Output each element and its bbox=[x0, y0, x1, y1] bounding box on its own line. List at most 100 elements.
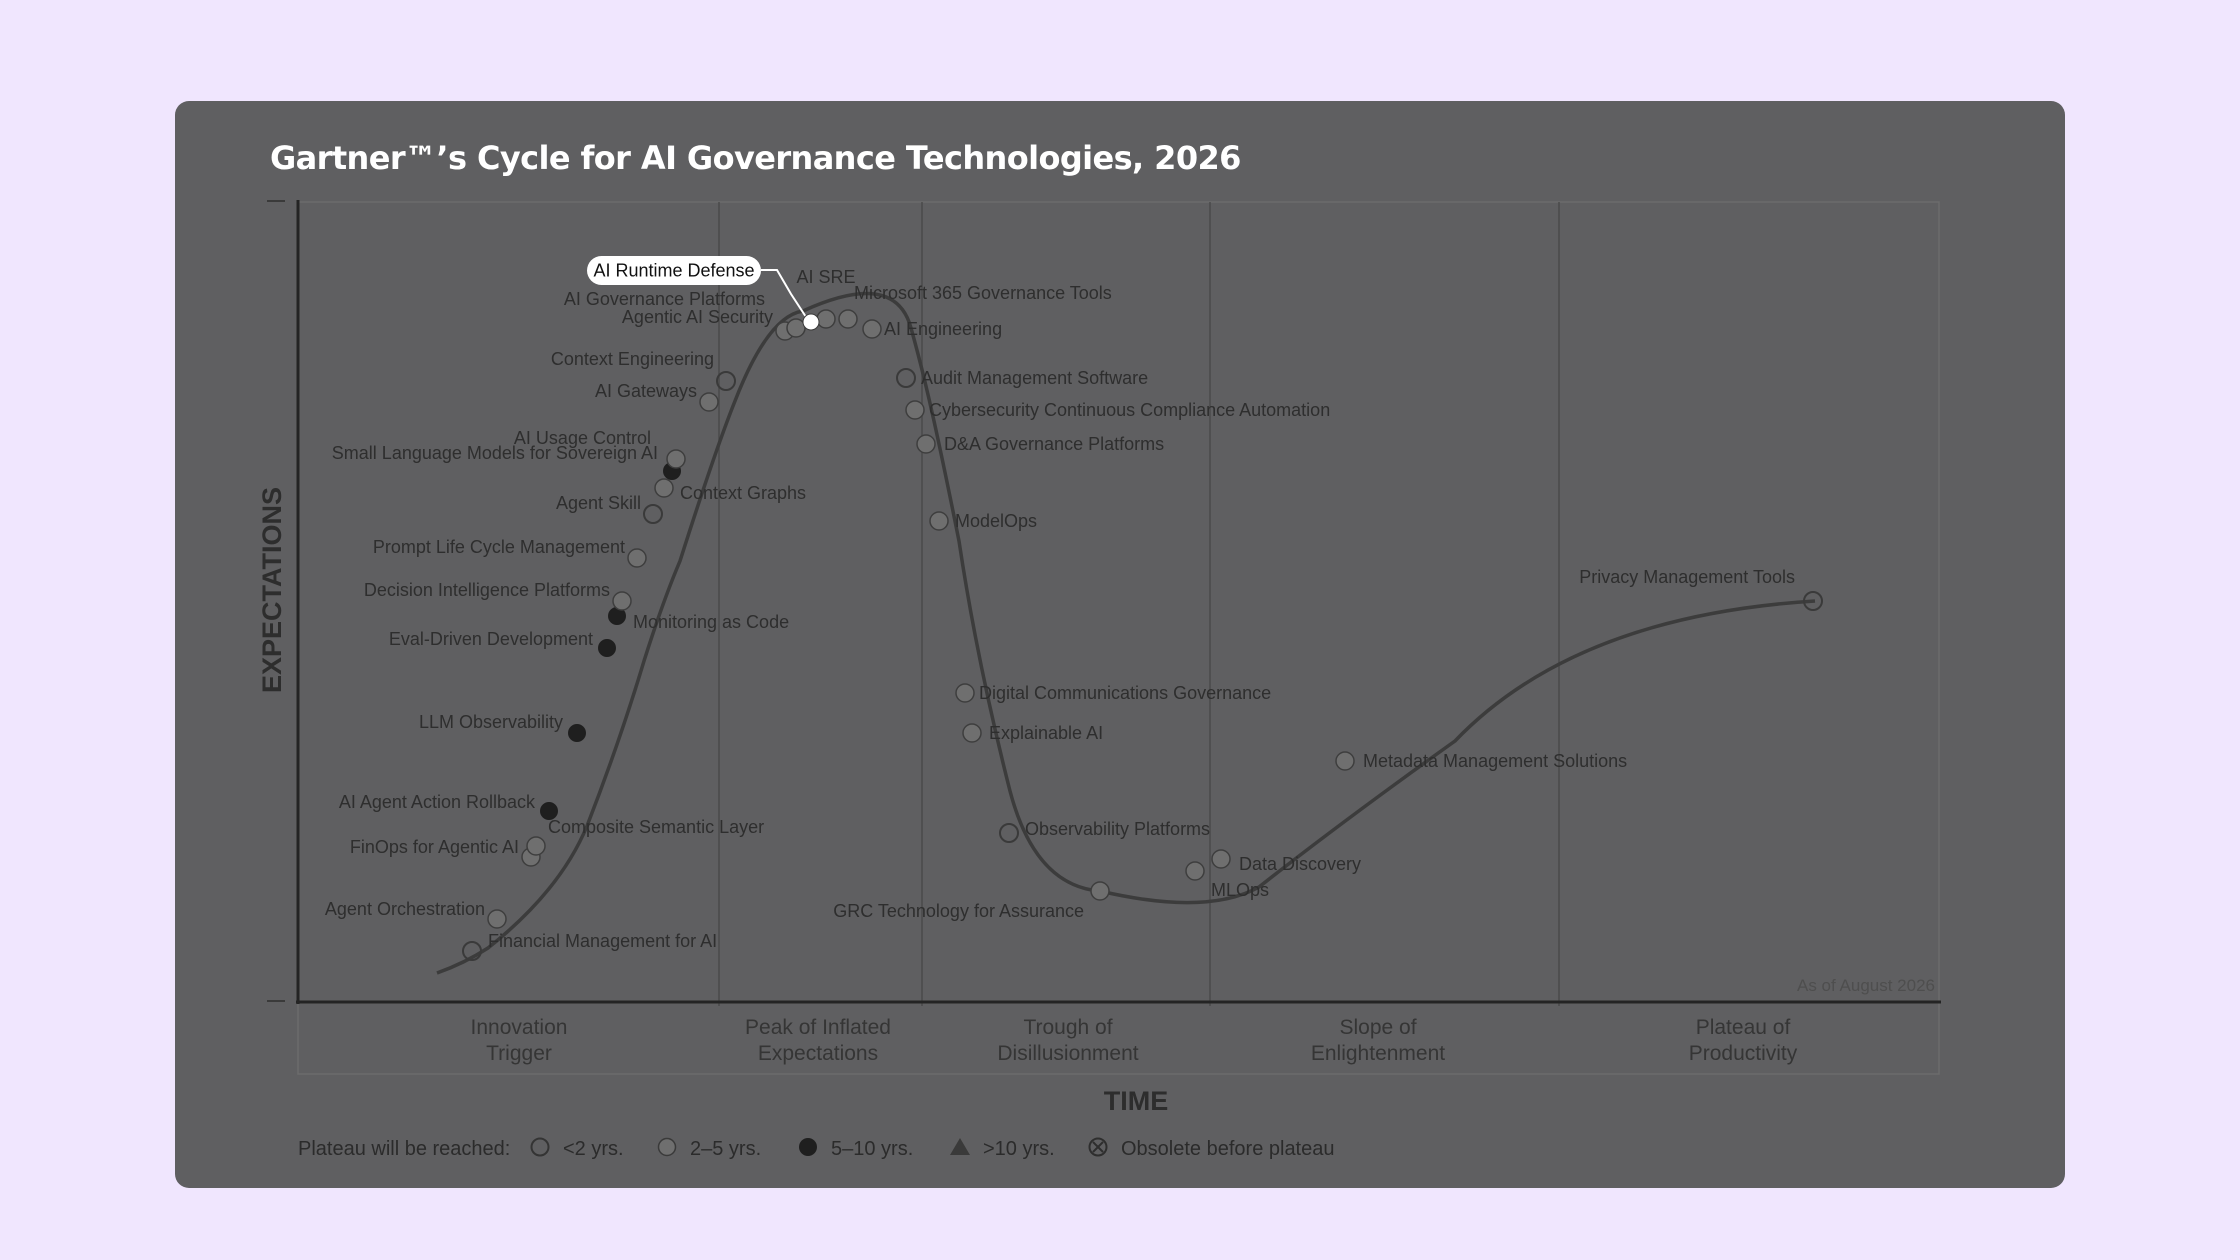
tech-label: LLM Observability bbox=[419, 712, 563, 732]
tech-marker bbox=[786, 318, 806, 338]
phase-label-line2: Trigger bbox=[486, 1042, 552, 1065]
tech-label: Data Discovery bbox=[1239, 854, 1361, 874]
tech-label: AI SRE bbox=[796, 267, 855, 287]
hype-cycle-chart: EXPECTATIONS TIME As of August 2026 Inno… bbox=[257, 200, 1941, 1160]
tech-marker bbox=[462, 941, 482, 961]
tech-marker bbox=[955, 683, 975, 703]
tech-marker bbox=[598, 639, 616, 657]
tech-label: GRC Technology for Assurance bbox=[833, 901, 1084, 921]
tech-label: AI Usage Control bbox=[514, 428, 651, 448]
tech-label: Audit Management Software bbox=[921, 368, 1148, 388]
tech-label: Observability Platforms bbox=[1025, 819, 1210, 839]
tech-label: AI Gateways bbox=[595, 381, 697, 401]
phase-dividers bbox=[718, 202, 1560, 1006]
legend-label: >10 yrs. bbox=[983, 1138, 1055, 1160]
tech-metadata-management-solutions: Metadata Management Solutions bbox=[1335, 751, 1627, 771]
tech-marker bbox=[1335, 751, 1355, 771]
tech-label: Agent Orchestration bbox=[325, 899, 485, 919]
legend-label: 2–5 yrs. bbox=[690, 1138, 761, 1160]
tech-label: Context Engineering bbox=[551, 349, 714, 369]
tech-observability-platforms: Observability Platforms bbox=[999, 819, 1210, 843]
tech-agent-skill: Agent Skill bbox=[556, 493, 663, 524]
tech-label: AI Engineering bbox=[884, 319, 1002, 339]
tech-label: D&A Governance Platforms bbox=[944, 434, 1164, 454]
tech-eval-driven-development: Eval-Driven Development bbox=[389, 629, 616, 657]
tech-marker bbox=[666, 449, 686, 469]
tech-label: Microsoft 365 Governance Tools bbox=[854, 283, 1112, 303]
legend-label: 5–10 yrs. bbox=[831, 1138, 913, 1160]
tech-label: Prompt Life Cycle Management bbox=[373, 537, 625, 557]
tech-marker bbox=[526, 836, 546, 856]
tech-marker bbox=[627, 548, 647, 568]
plot-frame bbox=[297, 201, 1940, 1003]
tech-small-language-models-for-sovereign-ai: Small Language Models for Sovereign AI bbox=[332, 443, 681, 480]
hype-curve bbox=[436, 291, 1816, 975]
tech-marker bbox=[612, 591, 632, 611]
tech-label: Cybersecurity Continuous Compliance Auto… bbox=[929, 400, 1330, 420]
tech-label: Financial Management for AI bbox=[488, 931, 717, 951]
phase-label-line2: Enlightenment bbox=[1311, 1042, 1445, 1065]
tech-digital-communications-governance: Digital Communications Governance bbox=[955, 683, 1271, 703]
tech-ai-engineering: AI Engineering bbox=[862, 319, 1002, 339]
tech-label: Agentic AI Security bbox=[622, 307, 773, 327]
tech-label: Metadata Management Solutions bbox=[1363, 751, 1627, 771]
tech-label: Agent Skill bbox=[556, 493, 641, 513]
tech-label: Digital Communications Governance bbox=[979, 683, 1271, 703]
tech-marker bbox=[568, 724, 586, 742]
tech-privacy-management-tools: Privacy Management Tools bbox=[1579, 567, 1823, 611]
phase-label-line1: Slope of bbox=[1339, 1016, 1416, 1039]
legend: Plateau will be reached: <2 yrs. 2–5 yrs… bbox=[298, 1137, 1335, 1160]
tech-modelops: ModelOps bbox=[929, 511, 1037, 531]
tech-label: Monitoring as Code bbox=[633, 612, 789, 632]
tech-marker bbox=[905, 400, 925, 420]
tech-ai-agent-action-rollback: AI Agent Action Rollback bbox=[339, 792, 558, 820]
phase-label-line1: Plateau of bbox=[1696, 1016, 1791, 1039]
tech-financial-management-for-ai: Financial Management for AI bbox=[462, 931, 717, 961]
tech-mlops: MLOps bbox=[1185, 861, 1269, 900]
tech-marker bbox=[838, 309, 858, 329]
tech-marker bbox=[816, 309, 836, 329]
phase-label-line1: Peak of Inflated bbox=[745, 1016, 891, 1039]
chart-card: Gartner™’s Cycle for AI Governance Techn… bbox=[175, 101, 2065, 1188]
tech-composite-semantic-layer: Composite Semantic Layer bbox=[526, 817, 764, 856]
x-axis-title: TIME bbox=[1104, 1086, 1169, 1116]
tech-marker bbox=[1211, 849, 1231, 869]
callout-leader bbox=[761, 269, 809, 321]
tech-monitoring-as-code: Monitoring as Code bbox=[608, 607, 789, 632]
phase-label-line1: Trough of bbox=[1023, 1016, 1112, 1039]
legend-label: <2 yrs. bbox=[563, 1138, 624, 1160]
phase-label-line2: Disillusionment bbox=[997, 1042, 1138, 1065]
legend-prefix: Plateau will be reached: bbox=[298, 1138, 510, 1160]
tech-grc-technology-for-assurance: GRC Technology for Assurance bbox=[833, 881, 1110, 921]
tech-marker bbox=[716, 371, 736, 391]
phase-label-line2: Expectations bbox=[758, 1042, 878, 1065]
tech-ai-usage-control: AI Usage Control bbox=[514, 428, 686, 469]
tech-data-discovery: Data Discovery bbox=[1211, 849, 1361, 874]
tech-label: AI Agent Action Rollback bbox=[339, 792, 536, 812]
tech-microsoft-365-governance-tools: Microsoft 365 Governance Tools bbox=[838, 283, 1112, 329]
legend-gray-circle-icon bbox=[657, 1137, 677, 1157]
callout-label: AI Runtime Defense bbox=[593, 261, 754, 281]
tech-marker bbox=[654, 478, 674, 498]
legend-dark-circle-icon bbox=[799, 1138, 817, 1156]
as-of-note: As of August 2026 bbox=[1797, 976, 1935, 995]
phase-label-line1: Innovation bbox=[471, 1016, 568, 1039]
tech-marker bbox=[643, 504, 663, 524]
tech-label: Privacy Management Tools bbox=[1579, 567, 1795, 587]
tech-marker bbox=[540, 802, 558, 820]
tech-ai-gateways: AI Gateways bbox=[595, 381, 719, 412]
tech-label: ModelOps bbox=[955, 511, 1037, 531]
tech-finops-for-agentic-ai: FinOps for Agentic AI bbox=[350, 837, 541, 867]
chart-title: Gartner™’s Cycle for AI Governance Techn… bbox=[270, 139, 1241, 177]
tech-agent-orchestration: Agent Orchestration bbox=[325, 899, 507, 929]
tech-d-a-governance-platforms: D&A Governance Platforms bbox=[916, 434, 1164, 454]
legend-obsolete-icon bbox=[1088, 1137, 1108, 1157]
tech-marker bbox=[929, 511, 949, 531]
tech-decision-intelligence-platforms: Decision Intelligence Platforms bbox=[364, 580, 632, 611]
tech-marker bbox=[916, 434, 936, 454]
tech-label: Context Graphs bbox=[680, 483, 806, 503]
highlight-marker bbox=[802, 313, 820, 331]
legend-label: Obsolete before plateau bbox=[1121, 1138, 1335, 1160]
tech-label: Composite Semantic Layer bbox=[548, 817, 764, 837]
